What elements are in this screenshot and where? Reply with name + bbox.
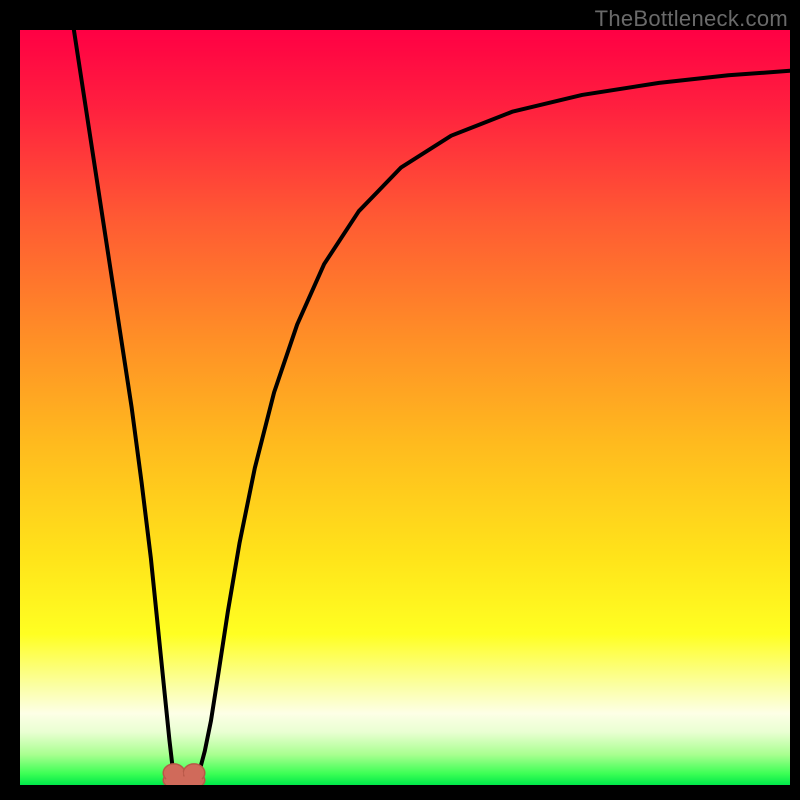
chart-svg — [20, 30, 790, 785]
watermark-text: TheBottleneck.com — [595, 6, 788, 32]
plot-frame — [20, 30, 790, 785]
gradient-background — [20, 30, 790, 785]
